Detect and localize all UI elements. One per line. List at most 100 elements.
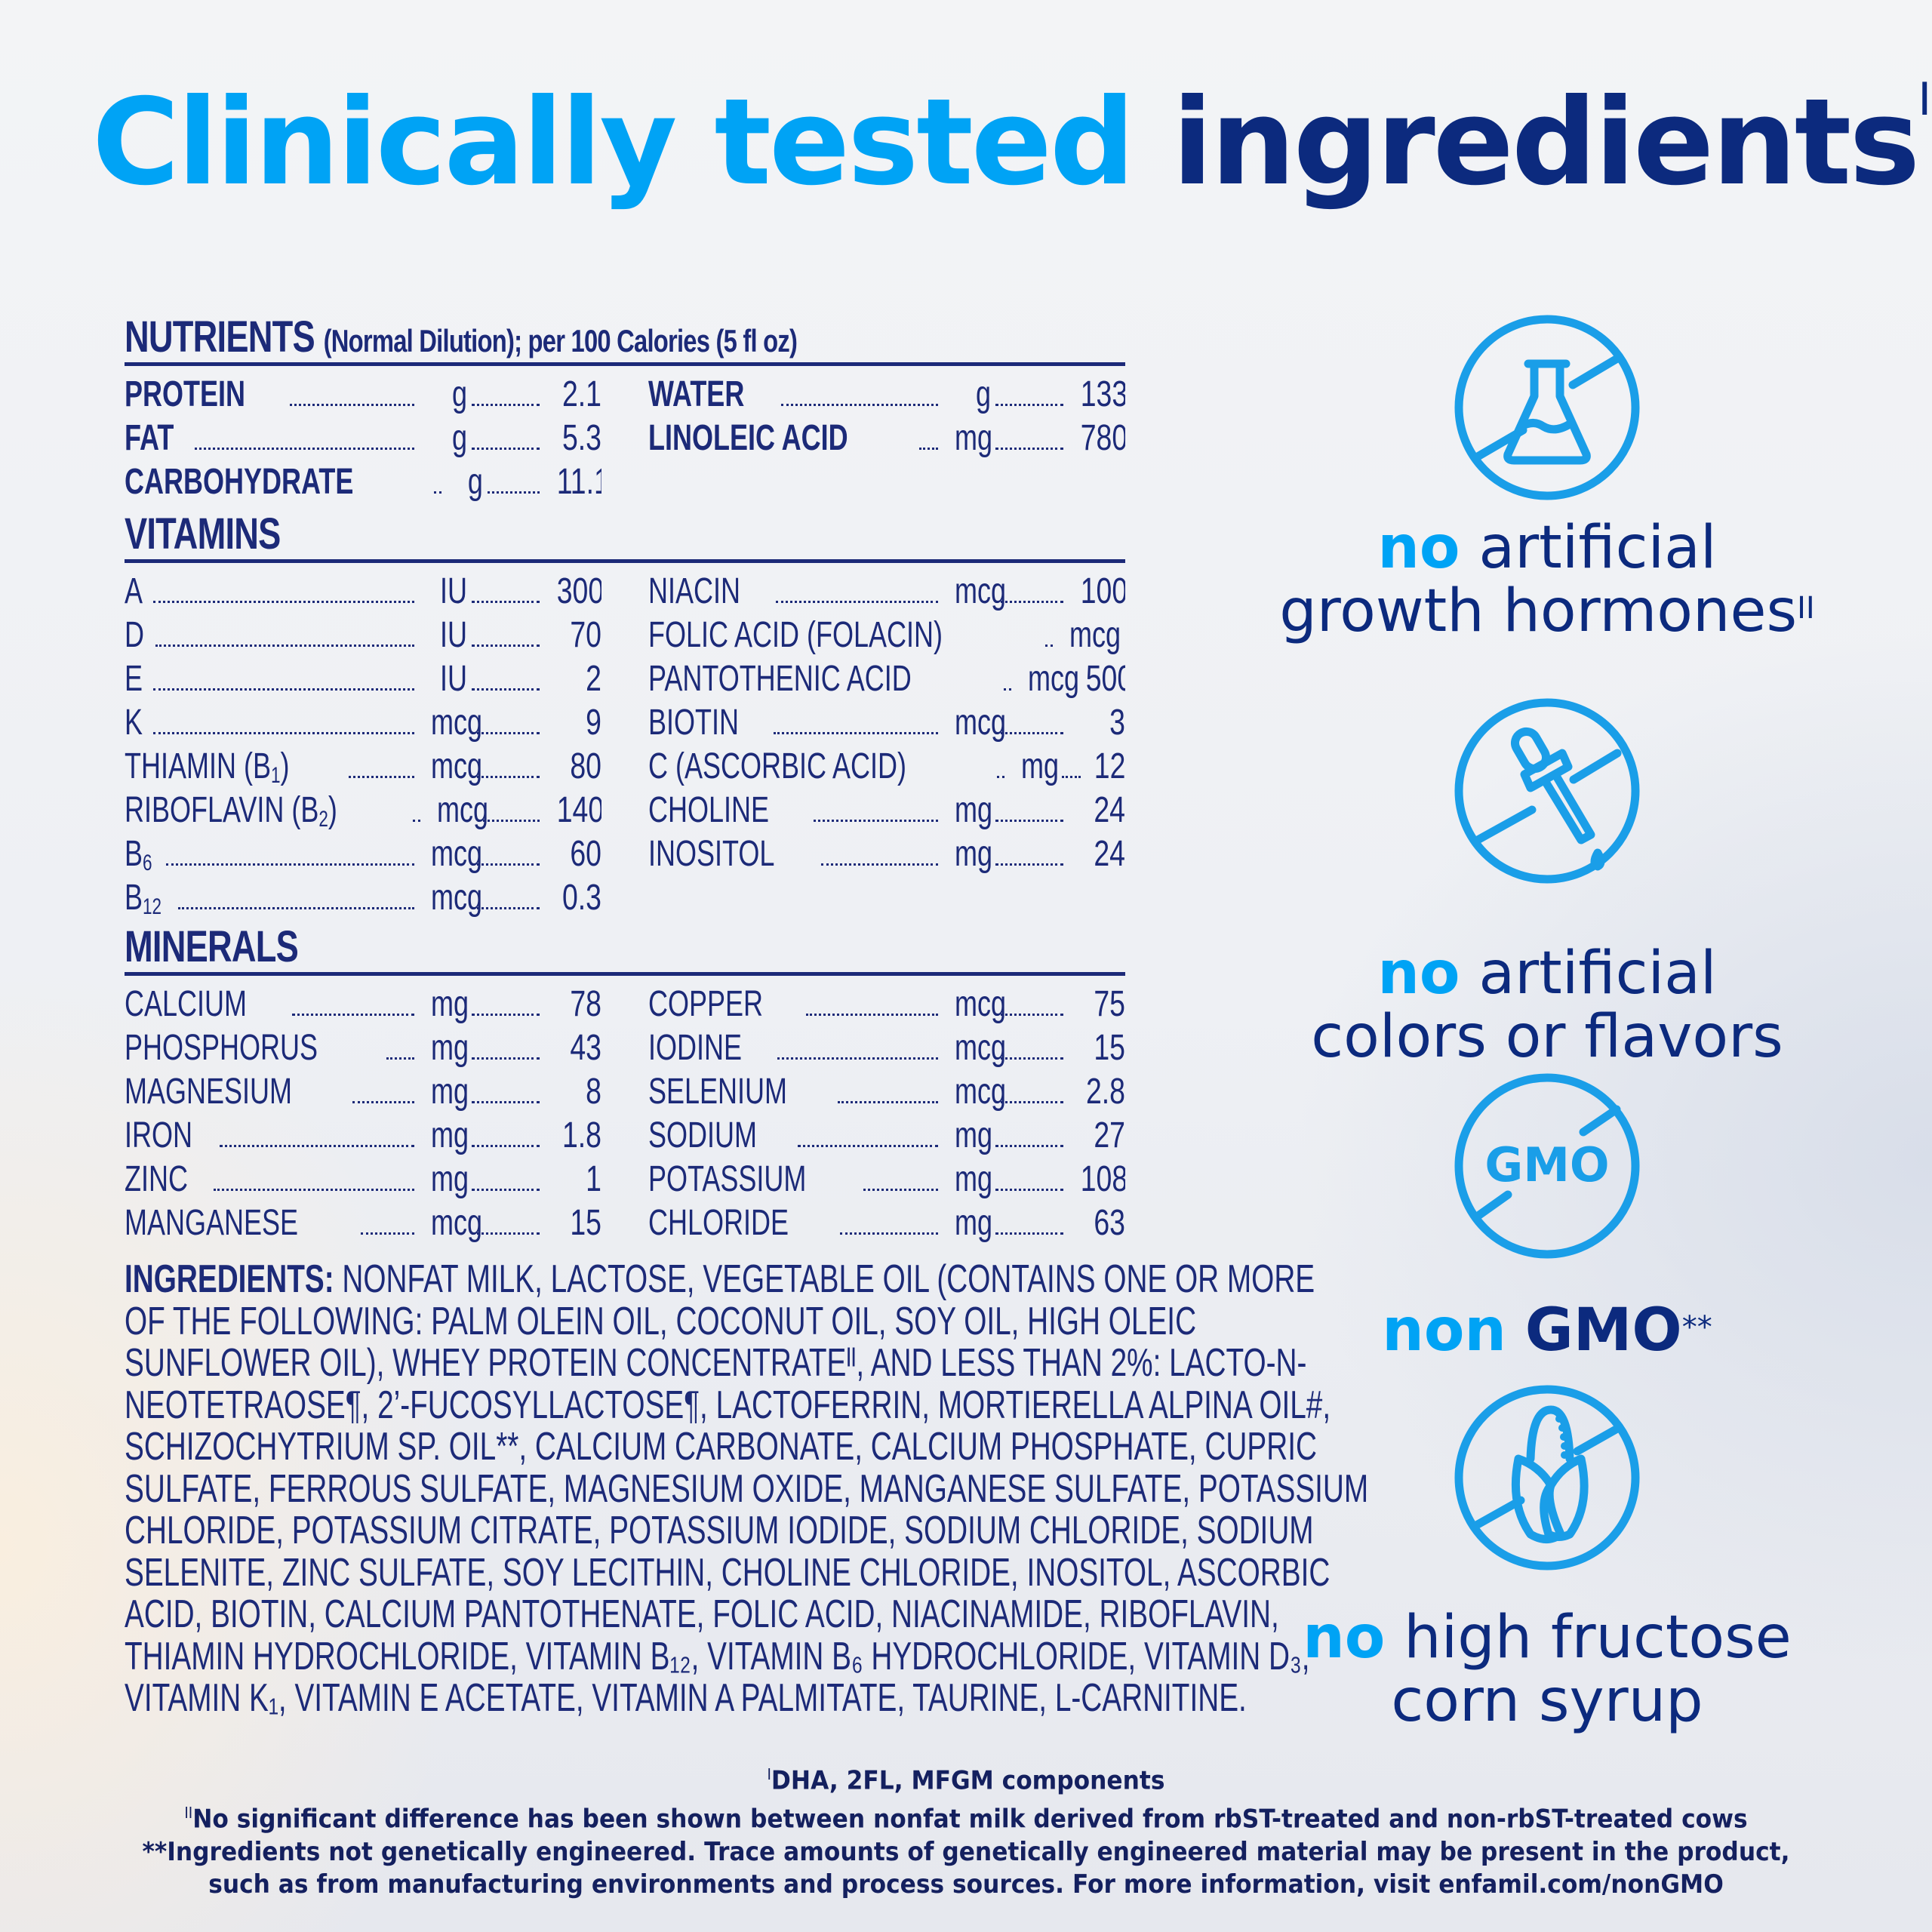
dot-leader xyxy=(472,448,540,450)
mineral-value: 2.8 xyxy=(1085,1072,1125,1112)
dot-leader xyxy=(997,776,1005,778)
mineral-name: SODIUM xyxy=(648,1115,757,1155)
dot-leader xyxy=(814,820,938,822)
svg-text:GMO: GMO xyxy=(1484,1137,1609,1192)
dot-leader xyxy=(995,404,1063,406)
mineral-row: PHOSPHORUS mg 43 xyxy=(125,1027,601,1071)
dot-leader xyxy=(472,1014,540,1016)
nutrient-row: CARBOHYDRATE g 11.1 xyxy=(125,461,601,505)
mineral-unit: mcg xyxy=(955,1028,1007,1068)
mineral-row: SODIUM mg 27 xyxy=(648,1115,1125,1158)
vitamin-row: FOLIC ACID (FOLACIN) mcg16 xyxy=(648,614,1125,658)
dot-leader xyxy=(995,448,1063,450)
dot-leader xyxy=(153,601,414,603)
mineral-value: 15 xyxy=(570,1203,601,1243)
mineral-value: 27 xyxy=(1094,1115,1125,1155)
claim-text: no artificial growth hormonesII xyxy=(1279,514,1815,645)
vitamin-value: 2 xyxy=(586,659,601,699)
dot-leader xyxy=(798,1145,938,1147)
mineral-value: 63 xyxy=(1094,1203,1125,1243)
nutrient-name: PROTEIN xyxy=(125,374,246,414)
vitamin-value: 12 xyxy=(1094,746,1125,786)
mineral-unit: mg xyxy=(431,1159,469,1199)
dot-leader xyxy=(472,688,540,691)
nutrient-unit: g xyxy=(451,418,467,458)
title-highlight: Clinically tested xyxy=(92,73,1135,212)
dot-leader xyxy=(995,863,1063,866)
footnote: IDHA, 2FL, MFGM components xyxy=(767,1765,1165,1796)
nutrient-name: LINOLEIC ACID xyxy=(648,418,848,458)
dot-leader xyxy=(775,601,938,603)
mineral-unit: mcg xyxy=(955,984,1007,1024)
ingredients-line: SELENITE, ZINC SULFATE, SOY LECITHIN, CH… xyxy=(125,1550,1331,1595)
vitamin-row: D IU 70 xyxy=(125,614,601,658)
claim-text: non GMO** xyxy=(1382,1297,1712,1364)
vitamin-row: E IU 2 xyxy=(125,658,601,702)
claim-no-artificial-colors: no artificial colors or flavors xyxy=(1215,693,1879,1069)
dot-leader xyxy=(434,491,442,494)
divider xyxy=(125,559,1125,563)
nutrient-unit: g xyxy=(451,374,467,414)
mineral-value: 78 xyxy=(570,984,601,1024)
mineral-name: IRON xyxy=(125,1115,192,1155)
nutrients-right-column: WATER g 133 LINOLEIC ACID mg 780 xyxy=(648,374,1125,505)
dot-leader xyxy=(178,907,414,909)
footnote: such as from manufacturing environments … xyxy=(208,1869,1724,1900)
claim-no-growth-hormones: no artificial growth hormonesII xyxy=(1215,309,1879,643)
vitamin-name: FOLIC ACID (FOLACIN) xyxy=(648,615,943,655)
vitamin-unit: IU xyxy=(440,615,467,655)
dot-leader xyxy=(220,1145,414,1147)
vitamin-row: A IU 300 xyxy=(125,571,601,614)
mineral-value: 108 xyxy=(1080,1159,1125,1199)
mineral-unit: mg xyxy=(431,1028,469,1068)
claim-text: no artificial colors or flavors xyxy=(1311,940,1783,1071)
vitamin-name: CHOLINE xyxy=(648,790,770,830)
dot-leader xyxy=(352,1101,414,1103)
dot-leader xyxy=(472,1232,540,1235)
vitamin-row: RIBOFLAVIN (B2) mcg 140 xyxy=(125,789,601,833)
vitamin-row: THIAMIN (B1) mcg 80 xyxy=(125,746,601,789)
mineral-name: MAGNESIUM xyxy=(125,1072,293,1112)
vitamin-unit: mcg xyxy=(1027,659,1079,699)
footnotes: IDHA, 2FL, MFGM components IINo signific… xyxy=(0,1758,1932,1901)
claim-text: no high fructose corn syrup xyxy=(1303,1604,1792,1735)
mineral-row: CHLORIDE mg 63 xyxy=(648,1202,1125,1246)
vitamin-row: C (ASCORBIC ACID) mg 12 xyxy=(648,746,1125,789)
mineral-name: POTASSIUM xyxy=(648,1159,807,1199)
dot-leader xyxy=(472,1145,540,1147)
mineral-value: 8 xyxy=(586,1072,601,1112)
vitamin-unit: mcg xyxy=(955,571,1007,611)
vitamin-value: 500 xyxy=(1085,659,1125,699)
nutrient-name: WATER xyxy=(648,374,745,414)
mineral-row: CALCIUM mg 78 xyxy=(125,983,601,1027)
vitamin-unit: IU xyxy=(440,571,467,611)
ingredients-line: ACID, BIOTIN, CALCIUM PANTOTHENATE, FOLI… xyxy=(125,1592,1279,1636)
mineral-unit: mg xyxy=(431,984,469,1024)
vitamin-name: B6 xyxy=(125,834,152,875)
vitamin-unit: mcg xyxy=(431,746,483,786)
mineral-unit: mg xyxy=(955,1115,993,1155)
dot-leader xyxy=(821,863,938,866)
vitamin-value: 70 xyxy=(570,615,601,655)
vitamin-name: NIACIN xyxy=(648,571,741,611)
dot-leader xyxy=(1003,688,1011,691)
nutrients-left-column: PROTEIN g 2.1 FAT g 5.3 CARBOHYDRATE g 11.1 xyxy=(125,374,601,505)
dot-leader xyxy=(360,1232,414,1235)
claim-non-gmo: GMO non GMO** xyxy=(1215,1068,1879,1362)
dot-leader xyxy=(195,448,414,450)
vitamin-value: 24 xyxy=(1094,834,1125,874)
minerals-right-column: COPPER mcg 75 IODINE mcg 15 SELENIUM mcg 2.8 S… xyxy=(648,983,1125,1246)
dot-leader xyxy=(472,601,540,603)
dot-leader xyxy=(472,776,540,778)
mineral-name: MANGANESE xyxy=(125,1203,299,1243)
mineral-name: CALCIUM xyxy=(125,984,248,1024)
ingredients-line: NEOTETRAOSE¶, 2’-FUCOSYLLACTOSE¶, LACTOF… xyxy=(125,1383,1331,1427)
ingredients-line: THIAMIN HYDROCHLORIDE, VITAMIN B₁₂, VITA… xyxy=(125,1634,1310,1678)
nutrient-value: 133 xyxy=(1080,374,1125,414)
mineral-row: IODINE mcg 15 xyxy=(648,1027,1125,1071)
ingredients-label: INGREDIENTS: xyxy=(125,1257,334,1301)
dot-leader xyxy=(472,907,540,909)
vitamin-row: INOSITOL mg 24 xyxy=(648,833,1125,877)
claim-no-hfcs: no high fructose corn syrup xyxy=(1215,1380,1879,1733)
